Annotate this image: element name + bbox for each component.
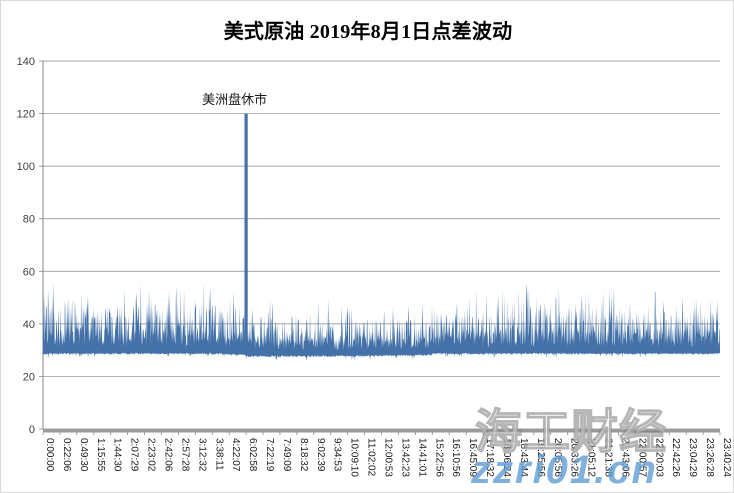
x-tick-label: 23:40:24 bbox=[721, 438, 732, 477]
x-tick-label: 2:57:28 bbox=[179, 438, 190, 472]
y-tick-label: 40 bbox=[23, 319, 35, 331]
x-tick-label: 1:44:30 bbox=[112, 438, 123, 472]
y-tick-label: 100 bbox=[17, 161, 35, 173]
y-tick-label: 140 bbox=[17, 56, 35, 68]
gridlines-group bbox=[42, 60, 720, 430]
x-tick-label: 19:25:56 bbox=[535, 438, 546, 477]
x-tick-label: 20:05:56 bbox=[552, 438, 563, 477]
x-tick-label: 2:23:02 bbox=[146, 438, 157, 472]
spread-series-area bbox=[43, 281, 720, 361]
x-tick-label: 7:22:19 bbox=[264, 438, 275, 472]
x-tick-label: 8:18:32 bbox=[298, 438, 309, 472]
y-tick-label: 0 bbox=[29, 424, 35, 436]
chart-title: 美式原油 2019年8月1日点差波动 bbox=[223, 21, 513, 43]
x-tick-label: 9:02:39 bbox=[315, 438, 326, 472]
annotation-americas-close: 美洲盘休市 bbox=[202, 91, 268, 107]
x-tick-label: 18:43:44 bbox=[518, 438, 529, 477]
x-tick-label: 23:04:29 bbox=[687, 438, 698, 477]
x-tick-label: 20:33:26 bbox=[569, 438, 580, 477]
x-tick-label: 17:18:32 bbox=[484, 438, 495, 477]
x-tick-label: 22:42:26 bbox=[670, 438, 681, 477]
x-tick-label: 22:20:03 bbox=[653, 438, 664, 477]
x-tick-label: 10:09:10 bbox=[349, 438, 360, 477]
x-tick-label: 1:15:55 bbox=[95, 438, 106, 472]
x-tick-label: 21:43:06 bbox=[619, 438, 630, 477]
x-axis bbox=[43, 429, 720, 433]
x-tick-label: 21:05:12 bbox=[586, 438, 597, 477]
x-tick-label: 9:34:53 bbox=[332, 438, 343, 472]
y-tick-label: 120 bbox=[17, 109, 35, 121]
x-tick-label: 2:07:29 bbox=[129, 438, 140, 472]
y-tick-label: 60 bbox=[23, 266, 35, 278]
x-tick-label: 14:41:01 bbox=[416, 438, 427, 477]
x-tick-label: 2:42:06 bbox=[162, 438, 173, 472]
x-tick-label: 6:02:58 bbox=[247, 438, 258, 472]
x-tick-label: 3:12:32 bbox=[196, 438, 207, 472]
x-tick-label: 13:42:23 bbox=[399, 438, 410, 477]
x-tick-label: 18:06:24 bbox=[501, 438, 512, 477]
x-tick-label: 15:22:56 bbox=[433, 438, 444, 477]
x-tick-label: 21:21:38 bbox=[603, 438, 614, 477]
x-tick-label: 16:10:56 bbox=[450, 438, 461, 477]
x-axis-line bbox=[43, 429, 720, 433]
x-tick-label: 7:49:09 bbox=[281, 438, 292, 472]
x-tick-label: 0:00:00 bbox=[44, 438, 55, 472]
x-tick-label: 23:26:28 bbox=[704, 438, 715, 477]
x-tick-label: 3:38:11 bbox=[213, 438, 224, 471]
x-tick-label: 12:00:53 bbox=[383, 438, 394, 477]
x-tick-label: 0:22:06 bbox=[61, 438, 72, 472]
y-tick-label: 80 bbox=[23, 214, 35, 226]
y-axis-ticks: 0 20 40 60 80 100 120 140 bbox=[17, 56, 43, 436]
x-tick-label: 4:22:07 bbox=[230, 438, 241, 472]
x-tick-label: 11:02:02 bbox=[366, 438, 377, 477]
y-tick-label: 20 bbox=[23, 371, 35, 383]
x-tick-label: 16:45:09 bbox=[467, 438, 478, 477]
x-tick-label: 0:49:30 bbox=[78, 438, 89, 472]
x-tick-label: 22:00:57 bbox=[636, 438, 647, 477]
x-axis-ticks: 0:00:00 0:22:06 0:49:30 1:15:55 1:44:30 2:07:… bbox=[42, 432, 732, 477]
